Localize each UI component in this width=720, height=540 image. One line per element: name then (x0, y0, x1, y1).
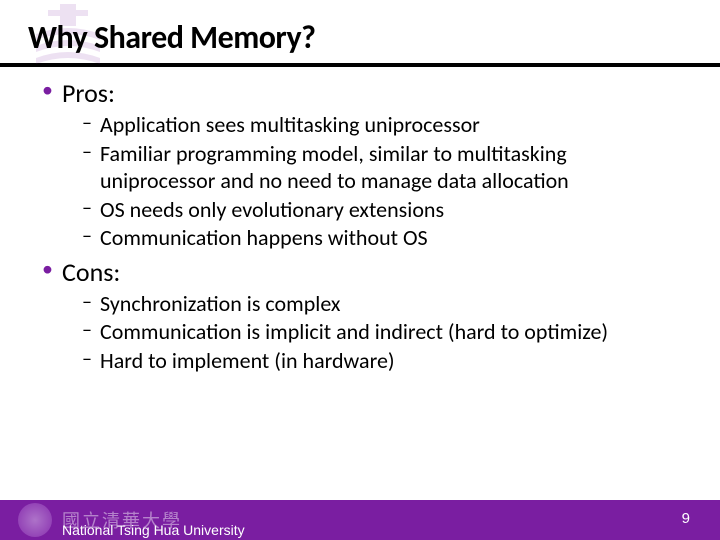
list-item: Pros: Application sees multitasking unip… (40, 77, 680, 252)
sub-list-item: Synchronization is complex (82, 290, 680, 318)
sub-list-item: Application sees multitasking uniprocess… (82, 111, 680, 139)
page-number: 9 (682, 510, 690, 527)
section-label: Pros: (62, 77, 115, 109)
sub-list: Synchronization is complex Communication… (62, 290, 680, 375)
sub-list-item: Communication happens without OS (82, 224, 680, 252)
sub-list-item: OS needs only evolutionary extensions (82, 196, 680, 224)
university-name-english: National Tsing Hua University (62, 522, 245, 538)
title-area: Why Shared Memory? (0, 0, 720, 57)
sub-list-item: Communication is implicit and indirect (… (82, 318, 680, 346)
footer-bar: 國立清華大學 National Tsing Hua University 9 (0, 500, 720, 540)
sub-list-item: Hard to implement (in hardware) (82, 347, 680, 375)
section-label: Cons: (62, 256, 120, 288)
sub-list: Application sees multitasking uniprocess… (62, 111, 680, 252)
slide-title: Why Shared Memory? (28, 18, 720, 57)
university-seal-icon (18, 503, 52, 537)
list-item: Cons: Synchronization is complex Communi… (40, 256, 680, 375)
bullet-list: Pros: Application sees multitasking unip… (40, 77, 680, 374)
content-area: Pros: Application sees multitasking unip… (0, 67, 720, 374)
sub-list-item: Familiar programming model, similar to m… (82, 140, 680, 195)
